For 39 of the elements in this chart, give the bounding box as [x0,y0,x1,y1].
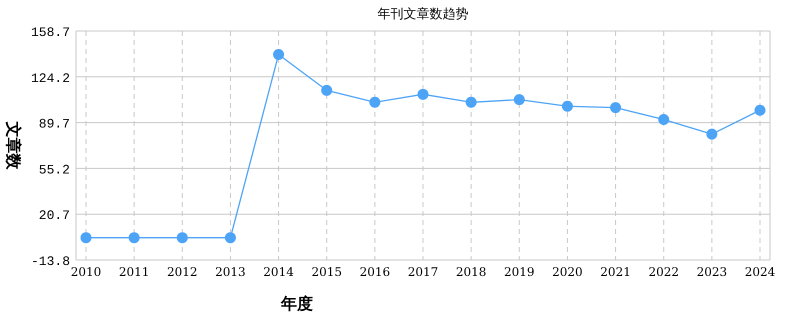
x-tick-label: 2010 [70,265,102,279]
y-tick-label: 20.7 [38,208,70,224]
x-tick-label: 2024 [744,265,776,279]
x-tick-label: 2023 [696,265,728,279]
point [128,232,140,244]
point [610,102,622,114]
x-tick-label: 2015 [311,265,342,279]
x-tick-label: 2022 [648,265,679,279]
point [706,128,718,140]
point [418,88,428,100]
point [369,96,380,108]
y-tick-label: 158.7 [30,25,70,40]
point [80,232,92,244]
point [321,84,332,96]
x-tick-label: 2018 [456,265,486,279]
x-tick-label: 2020 [552,265,583,279]
point [658,114,670,126]
point [562,100,573,112]
y-axis-title: 文章数 [4,120,23,170]
point [224,232,236,244]
x-tick-label: 2016 [360,265,390,279]
y-tick-label: -13.8 [30,254,70,269]
x-tick-label: 2014 [263,265,294,279]
x-tick-label: 2012 [167,265,198,279]
x-tick-label: 2019 [504,265,535,279]
x-tick-label: 2021 [600,265,631,279]
x-tick-label: 2017 [408,265,438,279]
point [466,96,477,108]
y-tick-label: 55.2 [38,162,70,178]
point [273,48,284,60]
x-tick-label: 2011 [118,265,150,279]
chart-title: 年刊文章数趋势 [378,7,468,22]
x-tick-label: 2013 [215,265,246,279]
x-axis-title: 年度 [280,294,313,313]
point [176,232,188,244]
y-tick-label: 89.7 [38,116,70,132]
point [754,104,766,116]
y-tick-label: 124.2 [30,70,70,86]
point [514,94,525,106]
